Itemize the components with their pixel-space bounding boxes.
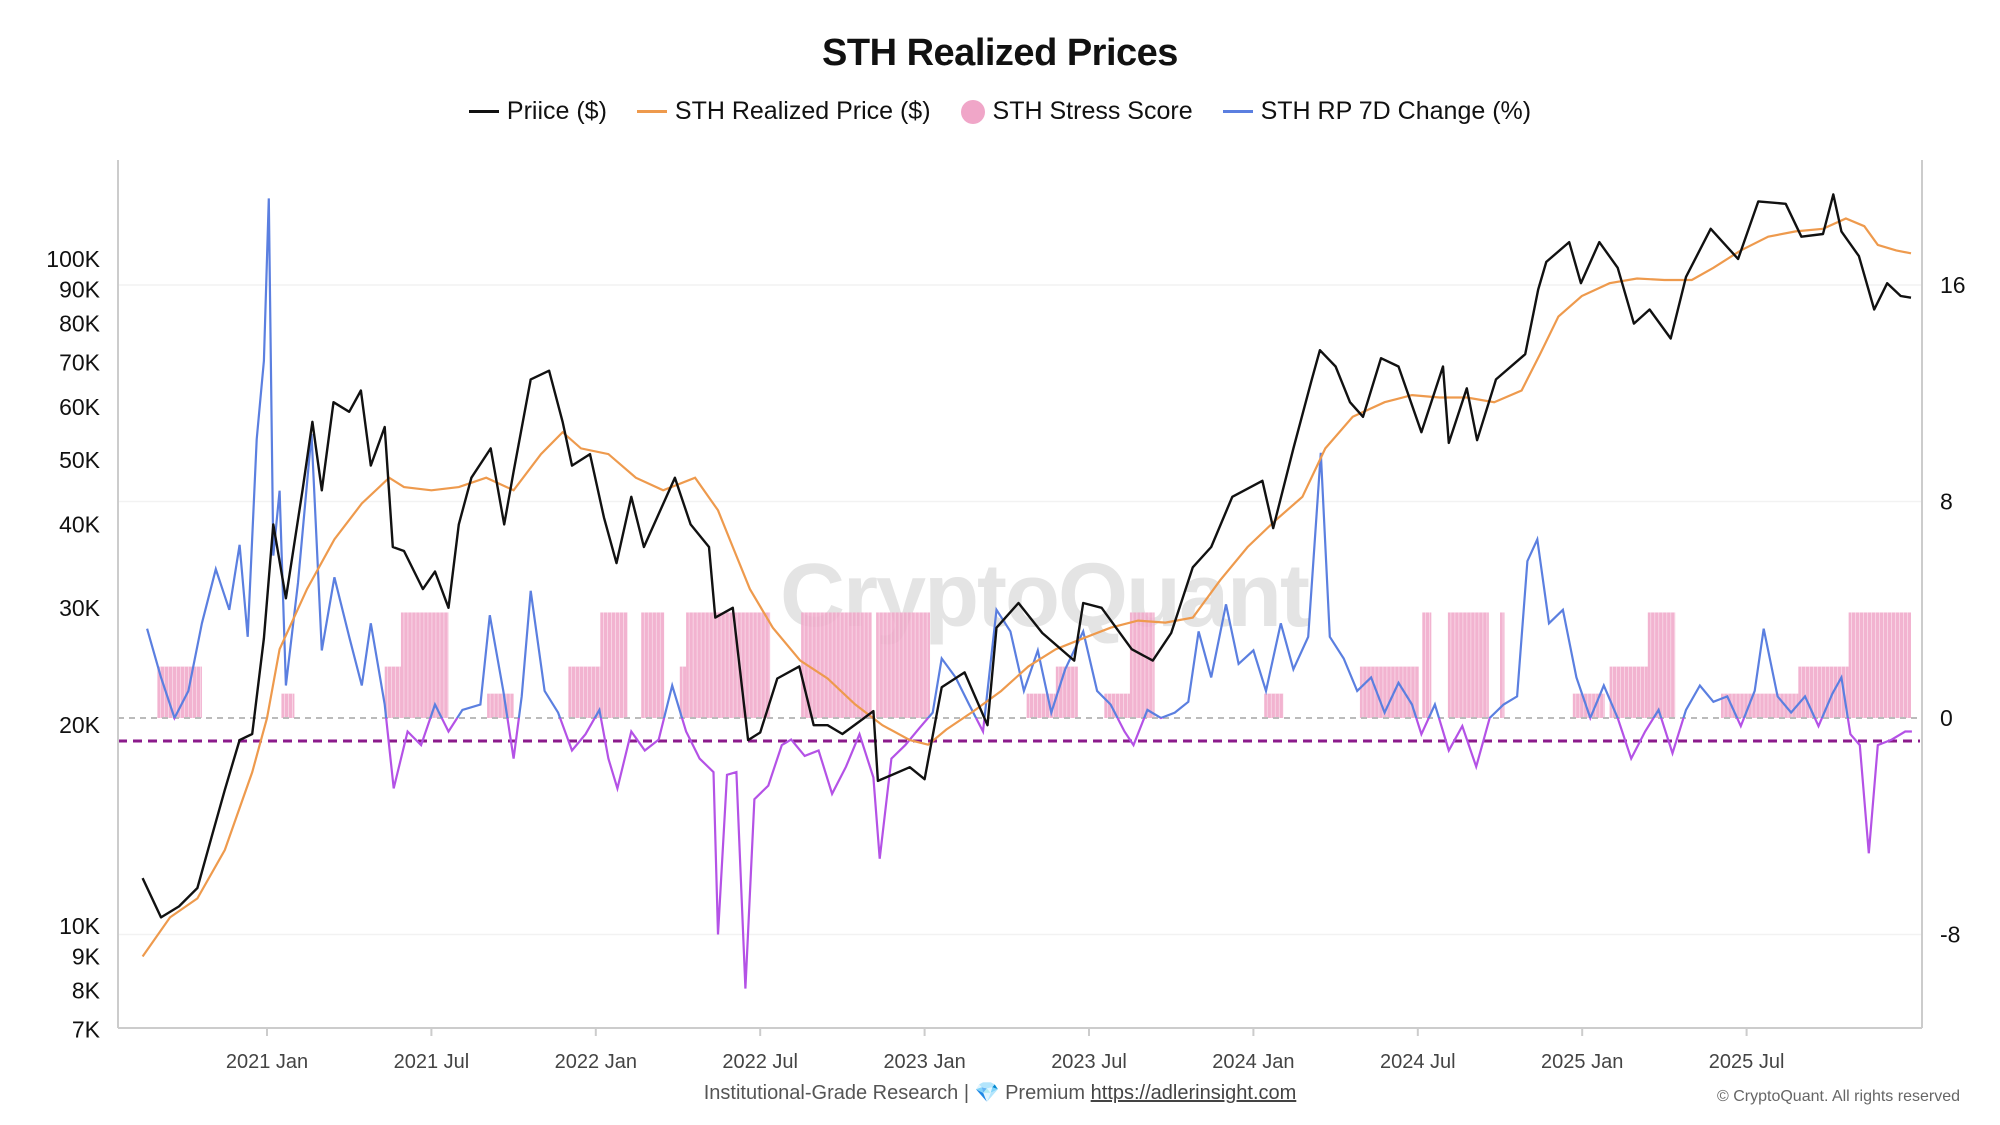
stress-score-bar <box>1129 612 1155 718</box>
stress-score-bar <box>384 666 401 718</box>
footer-text: Institutional-Grade Research | <box>703 1082 970 1104</box>
stress-score-bar <box>1264 693 1284 718</box>
legend-line-icon <box>1222 110 1253 113</box>
x-tick-label: 2024 Jul <box>1380 1051 1456 1073</box>
y-left-tick-label: 80K <box>59 311 101 337</box>
copyright: © CryptoQuant. All rights reserved <box>1717 1088 1960 1105</box>
legend-label: Priice ($) <box>506 97 607 125</box>
stress-score-bar <box>641 612 665 718</box>
rp-7d-change-line-positive <box>146 198 1849 718</box>
y-left-tick-label: 40K <box>59 511 101 537</box>
legend-line-icon <box>468 110 499 113</box>
diamond-icon: 💎 <box>974 1082 1000 1104</box>
stress-score-bar <box>686 612 771 718</box>
x-tick-label: 2023 Jan <box>883 1051 965 1073</box>
y-left-tick-label: 20K <box>59 712 101 738</box>
x-tick-label: 2024 Jan <box>1212 1051 1294 1073</box>
y-right-tick-label: 0 <box>1940 705 1953 731</box>
x-tick-label: 2025 Jul <box>1709 1051 1785 1073</box>
x-tick-label: 2021 Jan <box>226 1051 308 1073</box>
y-left-tick-label: 8K <box>72 978 101 1004</box>
stress-score-bar <box>1798 666 1849 718</box>
footer-link[interactable]: https://adlerinsight.com <box>1090 1082 1297 1104</box>
chart-title: STH Realized Prices <box>822 32 1178 74</box>
x-tick-label: 2022 Jul <box>722 1051 798 1073</box>
y-left-tick-label: 9K <box>72 944 101 970</box>
sth-realized-price-line <box>141 217 1912 958</box>
stress-score-bar <box>487 693 514 718</box>
y-right-tick-label: -8 <box>1940 921 1960 947</box>
rp-7d-change-line-negative <box>173 718 1912 989</box>
y-left-tick-label: 60K <box>59 394 101 420</box>
legend-item-rp-7d-change[interactable]: STH RP 7D Change (%) <box>1222 97 1532 126</box>
legend-item-sth-realized-price[interactable]: STH Realized Price ($) <box>636 97 931 126</box>
y-left-tick-label: 10K <box>59 913 101 939</box>
x-tick-label: 2025 Jan <box>1541 1051 1623 1073</box>
legend-label: STH RP 7D Change (%) <box>1260 97 1532 125</box>
y-left-tick-label: 30K <box>59 595 101 621</box>
stress-score-bar <box>1104 693 1130 718</box>
price-line <box>141 193 1912 919</box>
y-left-tick-label: 50K <box>59 447 101 473</box>
stress-score-bar <box>1359 666 1419 718</box>
y-left-tick-label: 100K <box>46 246 100 272</box>
stress-score-bar <box>1500 612 1505 718</box>
legend-line-icon <box>636 110 667 113</box>
legend-label: STH Realized Price ($) <box>674 97 931 125</box>
legend-item-price[interactable]: Priice ($) <box>468 97 607 126</box>
stress-score-bar <box>400 612 449 718</box>
legend-item-stress-score[interactable]: STH Stress Score <box>960 97 1193 126</box>
x-tick-label: 2022 Jan <box>555 1051 637 1073</box>
x-tick-label: 2021 Jul <box>394 1051 470 1073</box>
y-right-tick-label: 8 <box>1940 489 1953 515</box>
x-tick-label: 2023 Jul <box>1051 1051 1127 1073</box>
y-left-tick-label: 70K <box>59 349 101 375</box>
y-left-tick-label: 90K <box>59 277 101 303</box>
stress-score-bar <box>568 666 601 718</box>
legend-label: STH Stress Score <box>992 97 1193 125</box>
stress-score-bar <box>1422 612 1432 718</box>
y-right-tick-label: 16 <box>1940 272 1966 298</box>
footer: Institutional-Grade Research | 💎 Premium… <box>0 1080 2000 1105</box>
footer-premium: Premium <box>1005 1082 1086 1104</box>
legend-dot-icon <box>960 99 985 124</box>
y-left-tick-label: 7K <box>72 1016 101 1042</box>
legend: Priice ($) STH Realized Price ($) STH St… <box>0 97 2000 126</box>
